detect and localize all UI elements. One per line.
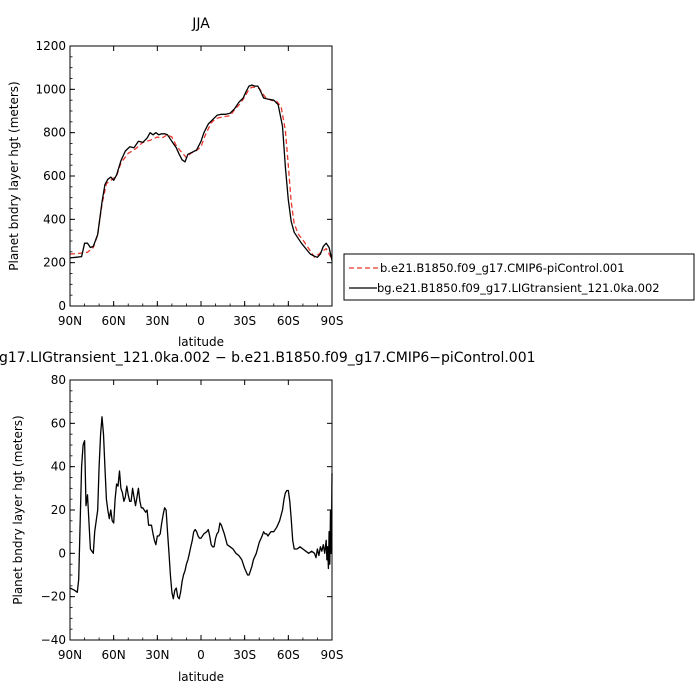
top-series-group: [69, 84, 333, 261]
top-y-tick-label: 1200: [35, 39, 66, 53]
bottom-x-tick-label: 60S: [277, 648, 300, 662]
bottom-plot-frame: [69, 379, 333, 641]
bottom-series-line-1: [69, 416, 333, 600]
bottom-y-tick-label: 80: [51, 373, 66, 387]
top-panel: JJA 90N 60N 30N 0 30S 60S 90S 0 200 400 600 800 100…: [7, 16, 695, 349]
bottom-y-tick-label: −20: [41, 590, 66, 604]
bottom-x-tick-label: 90S: [321, 648, 344, 662]
top-y-axis-label: Planet bndry layer hgt (meters): [7, 81, 21, 271]
legend-box: [343, 253, 695, 301]
bottom-y-tick-label: 40: [51, 460, 66, 474]
bottom-y-tick-label: 60: [51, 416, 66, 430]
legend-label-series-1: b.e21.B1850.f09_g17.CMIP6-piControl.001: [380, 261, 625, 275]
bottom-chart-title: bg.e21.B1850.f09_g17.LIGtransient_121.0k…: [0, 350, 536, 366]
top-y-tick-label: 200: [43, 256, 66, 270]
bottom-series-group: [69, 416, 333, 600]
top-x-tick-label: 0: [197, 314, 205, 328]
bottom-x-tick-label: 30N: [145, 648, 169, 662]
bottom-x-axis: 90N 60N 30N 0 30S 60S 90S: [58, 380, 344, 662]
top-series-line-2: [69, 84, 333, 261]
bottom-y-axis: −40 −20 0 20 40 60 80: [41, 373, 332, 647]
top-y-tick-label: 400: [43, 212, 66, 226]
top-x-tick-label: 90S: [321, 314, 344, 328]
top-chart-title: JJA: [191, 16, 210, 32]
bottom-y-tick-label: −40: [41, 633, 66, 647]
top-x-tick-label: 60N: [102, 314, 126, 328]
top-plot-frame: [69, 45, 333, 307]
top-y-tick-label: 0: [58, 299, 66, 313]
top-x-tick-label: 30N: [145, 314, 169, 328]
top-x-tick-label: 30S: [233, 314, 256, 328]
top-x-tick-label: 60S: [277, 314, 300, 328]
bottom-y-tick-label: 20: [51, 503, 66, 517]
top-x-tick-label: 90N: [58, 314, 82, 328]
top-y-tick-label: 800: [43, 126, 66, 140]
bottom-y-axis-label: Planet bndry layer hgt (meters): [11, 415, 25, 605]
top-x-axis-label: latitude: [178, 335, 224, 349]
bottom-x-tick-label: 60N: [102, 648, 126, 662]
legend: b.e21.B1850.f09_g17.CMIP6-piControl.001 …: [343, 253, 695, 301]
top-series-line-1: [69, 86, 333, 260]
top-y-axis: 0 200 400 600 800 1000 1200: [35, 39, 332, 313]
bottom-x-tick-label: 0: [197, 648, 205, 662]
bottom-x-axis-label: latitude: [178, 670, 224, 684]
top-y-tick-label: 600: [43, 169, 66, 183]
legend-label-series-2: bg.e21.B1850.f09_g17.LIGtransient_121.0k…: [377, 281, 660, 295]
bottom-x-tick-label: 90N: [58, 648, 82, 662]
bottom-y-tick-label: 0: [58, 546, 66, 560]
top-x-axis: 90N 60N 30N 0 30S 60S 90S: [58, 46, 344, 328]
bottom-panel: bg.e21.B1850.f09_g17.LIGtransient_121.0k…: [0, 350, 536, 684]
bottom-x-tick-label: 30S: [233, 648, 256, 662]
top-y-tick-label: 1000: [35, 82, 66, 96]
